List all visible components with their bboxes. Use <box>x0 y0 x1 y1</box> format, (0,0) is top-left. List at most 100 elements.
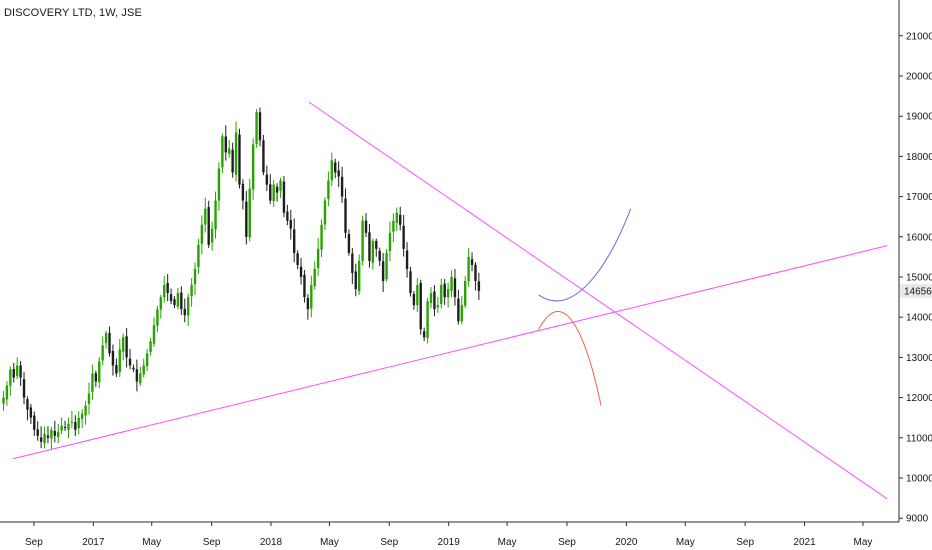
candle-body <box>234 132 238 175</box>
candle <box>115 358 118 377</box>
candle-body <box>364 220 368 233</box>
candle-body <box>101 345 104 361</box>
last-price-tag <box>900 283 932 298</box>
candle-body <box>80 413 84 419</box>
candle-body <box>440 285 443 304</box>
candle-body <box>334 162 337 173</box>
candle-body <box>310 285 313 309</box>
candle <box>470 252 474 272</box>
candle-body <box>207 207 210 245</box>
candle <box>334 158 337 179</box>
candle-body <box>128 358 132 366</box>
candle-body <box>159 297 163 310</box>
candle-body <box>115 365 118 374</box>
price-tick-label: 9000 <box>906 514 929 525</box>
candle-body <box>98 361 101 383</box>
candle-body <box>477 281 481 291</box>
candle <box>340 166 344 203</box>
candle-body <box>286 211 289 221</box>
candle <box>104 330 108 349</box>
candle <box>67 417 70 439</box>
candle-body <box>183 308 186 316</box>
candle <box>80 409 84 428</box>
candle-body <box>457 298 460 322</box>
candle-body <box>228 148 231 155</box>
candle <box>426 297 429 344</box>
candle <box>39 426 43 449</box>
candle <box>159 294 163 319</box>
candle <box>111 344 115 376</box>
candle <box>193 262 197 296</box>
candle-body <box>248 188 251 238</box>
candle <box>91 364 94 400</box>
candle <box>101 336 104 366</box>
candle <box>60 417 63 435</box>
candle-body <box>351 253 354 273</box>
candle-body <box>135 369 139 382</box>
candle-body <box>316 248 320 268</box>
candle <box>29 403 33 425</box>
candle-body <box>22 379 26 398</box>
candle-body <box>9 369 12 386</box>
candle-body <box>111 351 115 366</box>
candle <box>2 390 5 412</box>
price-tick-label: 21000 <box>906 31 932 42</box>
candle-body <box>419 282 422 330</box>
candle-body <box>464 281 467 306</box>
candle <box>197 238 200 274</box>
candle-body <box>399 214 402 225</box>
candle-body <box>371 240 375 263</box>
candle-body <box>84 405 87 416</box>
candle <box>354 263 357 297</box>
candle-body <box>402 225 405 249</box>
candle <box>231 142 234 178</box>
candle <box>248 178 251 242</box>
candle <box>142 358 145 378</box>
price-tick-label: 14000 <box>906 313 932 324</box>
candle <box>344 188 347 239</box>
candle-body <box>108 332 111 354</box>
candle <box>135 359 139 392</box>
candle-body <box>122 337 125 352</box>
candle-body <box>293 229 296 253</box>
candle-body <box>180 292 183 310</box>
candle-body <box>429 293 433 304</box>
candle <box>234 121 238 182</box>
price-tick-label: 11000 <box>906 433 932 444</box>
time-tick-label: May <box>853 537 872 548</box>
candle-body <box>197 244 200 268</box>
candle <box>453 269 457 306</box>
candle <box>409 266 412 297</box>
candle <box>173 296 176 309</box>
resistance-trendline <box>308 101 888 500</box>
candle-body <box>50 429 53 439</box>
candle-body <box>60 425 63 431</box>
candle <box>26 396 29 421</box>
candle-body <box>467 256 470 282</box>
candle <box>395 207 398 231</box>
candle <box>163 276 166 303</box>
candle-body <box>12 369 15 378</box>
price-tick-label: 13000 <box>906 353 932 364</box>
candle-body <box>347 233 351 253</box>
candle <box>180 286 183 315</box>
candle <box>57 424 60 444</box>
candle <box>53 420 56 443</box>
candle <box>214 191 217 239</box>
candle <box>378 247 381 267</box>
candle-body <box>303 274 306 298</box>
candle <box>474 262 477 291</box>
time-axis[interactable]: Sep 2017 May Sep 2018 May Sep 2019 May Sep 2020 May… <box>0 521 899 548</box>
candle-body <box>221 136 224 168</box>
candle-body <box>36 429 39 436</box>
candle <box>275 183 279 202</box>
candle-body <box>251 144 255 190</box>
candle-body <box>433 291 436 310</box>
candle-body <box>330 160 334 181</box>
candle <box>46 426 50 444</box>
candle-body <box>412 293 416 306</box>
price-axis[interactable]: 9000 10000 11000 12000 13000 14000 15000 16000 1… <box>898 0 932 525</box>
candle-body <box>163 285 166 298</box>
candle-body <box>357 260 361 292</box>
